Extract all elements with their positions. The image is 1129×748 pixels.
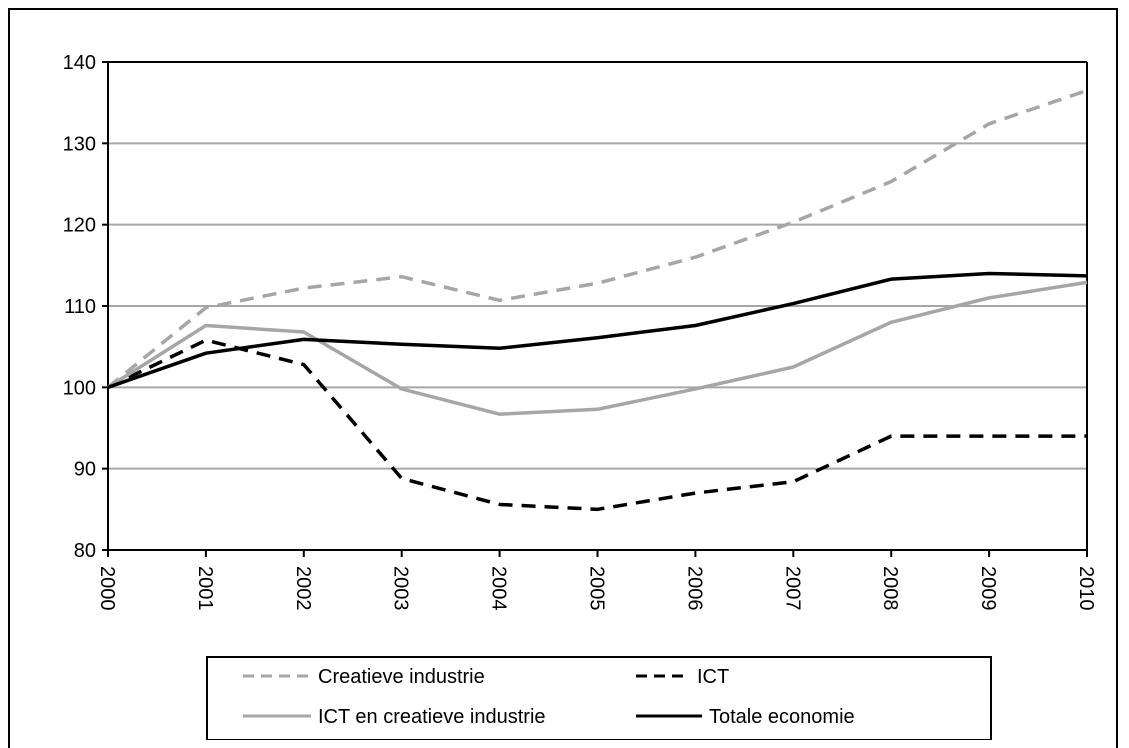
y-tick-label: 110 bbox=[64, 296, 96, 318]
series-line-totale-economie bbox=[107, 271, 1088, 389]
y-axis-ticks: 80 90 100 110 120 130 140 bbox=[63, 52, 108, 562]
series-line-creatieve-industrie bbox=[106, 88, 1088, 389]
legend-item-creatieve-industrie: Creatieve industrie bbox=[243, 666, 485, 688]
series-line-ict bbox=[107, 338, 1087, 512]
chart-frame bbox=[8, 8, 1118, 748]
x-tick-label: 2006 bbox=[683, 566, 705, 611]
x-tick-label: 2008 bbox=[879, 566, 901, 611]
legend: Creatieve industrie ICT ICT en creatieve… bbox=[206, 656, 992, 740]
legend-label-creatieve-industrie: Creatieve industrie bbox=[318, 666, 485, 688]
y-tick-label: 130 bbox=[63, 133, 96, 155]
y-tick-label: 90 bbox=[74, 459, 96, 481]
x-tick-label: 2010 bbox=[1075, 566, 1097, 611]
y-tick-label: 120 bbox=[63, 215, 96, 237]
x-tick-label: 2002 bbox=[292, 566, 314, 611]
legend-item-ict-en-creatieve-industrie: ICT en creatieve industrie bbox=[243, 706, 546, 728]
legend-label-ict: ICT bbox=[697, 666, 729, 688]
x-axis-ticks: 2000 2001 2002 2003 2004 2005 2006 2007 2008 2009… bbox=[96, 550, 1097, 611]
y-tick-label: 100 bbox=[63, 377, 96, 399]
y-tick-label: 140 bbox=[63, 52, 96, 74]
x-tick-label: 2007 bbox=[781, 566, 803, 611]
legend-label-ict-en-creatieve-industrie: ICT en creatieve industrie bbox=[318, 706, 546, 728]
x-tick-label: 2001 bbox=[194, 566, 216, 611]
x-tick-label: 2009 bbox=[977, 566, 999, 611]
x-tick-label: 2003 bbox=[390, 566, 412, 611]
legend-item-totale-economie: Totale economie bbox=[636, 706, 855, 728]
series-lines bbox=[106, 88, 1088, 512]
legend-box bbox=[206, 656, 992, 740]
x-tick-label: 2004 bbox=[488, 566, 510, 611]
legend-label-totale-economie: Totale economie bbox=[709, 706, 855, 728]
series-line-ict-en-creatieve-industrie bbox=[107, 280, 1088, 416]
x-tick-label: 2000 bbox=[96, 566, 118, 611]
legend-item-ict: ICT bbox=[636, 666, 729, 688]
y-tick-label: 80 bbox=[74, 540, 96, 562]
x-tick-label: 2005 bbox=[586, 566, 608, 611]
